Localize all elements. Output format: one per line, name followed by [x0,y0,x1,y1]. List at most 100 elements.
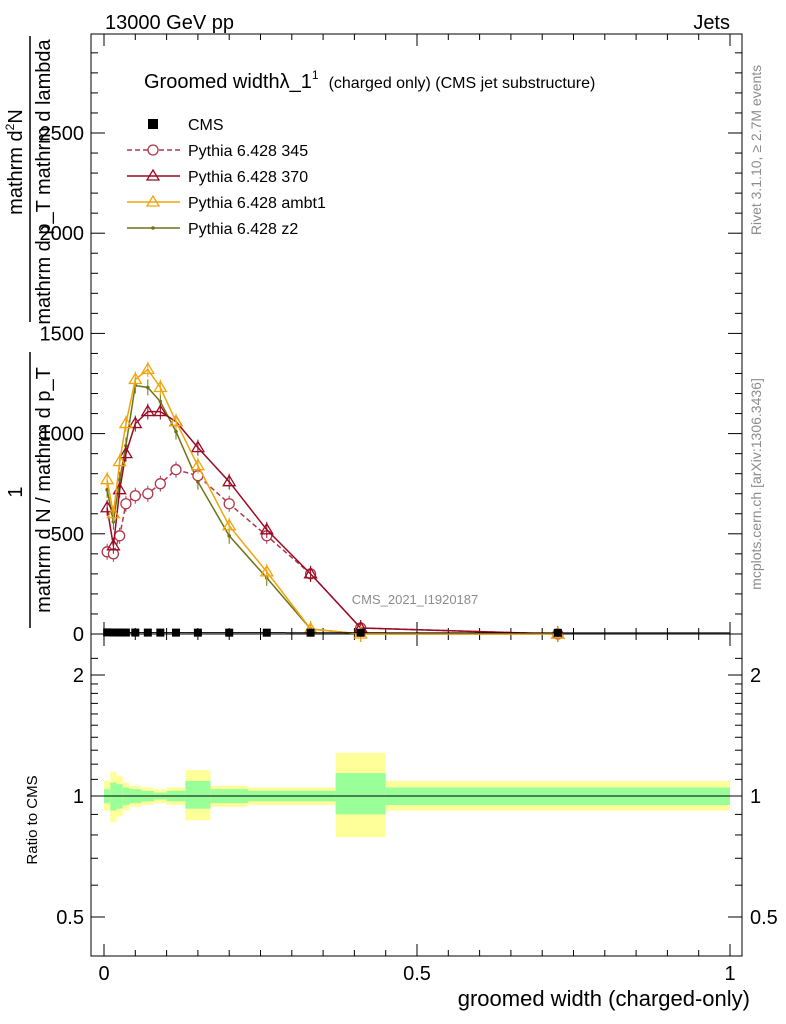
series-point [99,472,115,485]
x-tick-label: 1 [724,963,735,985]
x-axis-label: groomed width (charged-only) [458,986,750,1011]
series-point [222,518,237,531]
watermark: CMS_2021_I1920187 [352,592,479,607]
cms-point [225,628,234,637]
y-tick-label-ratio-right: 2 [750,665,761,687]
legend-label: CMS [188,117,224,134]
ylabel-frac1-rest: N [5,109,27,123]
series-point [170,464,182,476]
series-triangle-2 [99,361,565,642]
y-tick-label-main: 1000 [40,424,85,446]
legend-marker [148,119,158,129]
x-tick-label: 0 [98,963,109,985]
series-point [128,372,143,385]
y-tick-label-ratio: 2 [73,665,84,687]
legend-marker [145,168,161,181]
series-point [190,458,206,471]
cms-point [306,628,315,637]
ratio-bands [104,752,730,838]
series-point [111,519,116,524]
cms-data-layer [103,628,730,637]
series-point [99,500,115,513]
y-tick-label-ratio: 1 [73,786,84,808]
series-point [227,534,231,538]
legend-label: Pythia 6.428 ambt1 [188,195,326,212]
series-point [128,416,143,429]
series-point [112,454,127,467]
series-point [174,429,178,434]
series-point [142,488,154,500]
cms-point [193,628,202,637]
x-tick-label: 0.5 [403,963,431,985]
ylabel-frac1-sup: 2 [3,123,17,130]
legend-marker [151,226,155,230]
series-point [154,478,166,490]
cms-point [131,628,140,637]
y-tick-label-ratio-right: 0.5 [750,907,778,929]
series-point [153,380,168,393]
legend-entry: Pythia 6.428 370 [127,168,308,186]
y-tick-label-ratio-right: 1 [750,786,761,808]
series-point [140,362,155,375]
side-label-rivet: Rivet 3.1.10, ≥ 2.7M events [748,65,764,235]
series-line [106,468,558,635]
y-axis-label-ratio: Ratio to CMS [24,775,41,864]
series-point [120,498,132,510]
legend-entry: CMS [148,117,224,134]
series-line [106,410,558,635]
series-point [222,474,237,487]
legend-entry: Pythia 6.428 345 [127,143,308,160]
series-point [259,564,274,577]
ylabel-frac1-den: mathrm d p_T mathrm d lambda [33,38,55,324]
series-point [223,498,235,510]
series-layer [99,361,565,642]
cms-point [103,628,112,637]
series-point [129,490,141,502]
cms-point [121,628,130,637]
ratio-band-inner [185,780,211,809]
ylabel-frac1-num: mathrm d2N [3,109,27,215]
series-point [259,522,274,535]
ylabel-frac2-num: 1 [5,486,27,497]
header-right: Jets [693,12,730,34]
legend-label: Pythia 6.428 370 [188,169,308,186]
series-point [106,506,121,519]
y-tick-label-main: 2000 [40,223,85,245]
cms-point [156,628,165,637]
legend-label: Pythia 6.428 345 [188,143,308,160]
cms-point [262,628,271,637]
series-point [146,385,150,390]
cms-point [109,628,118,637]
series-circle-0 [101,461,564,642]
series-point [124,443,128,448]
y-tick-label-main: 0 [73,624,84,646]
cms-point [356,628,365,637]
series-point [106,538,121,551]
legend-label: Pythia 6.428 z2 [188,221,298,238]
cms-point [553,628,562,637]
legend-marker [147,144,159,156]
y-axis-label-main: 1 mathrm d N / mathrm d p_T mathrm d2N m… [3,36,55,628]
ratio-band-inner [335,773,386,815]
plot-title-sup: 1 [312,68,319,82]
plot-title-sub: (charged only) (CMS jet substructure) [329,75,596,92]
y-tick-label-main: 500 [51,524,84,546]
legend-entry: Pythia 6.428 ambt1 [127,194,326,212]
series-point [114,530,126,542]
cms-point [171,628,180,637]
ylabel-frac2-den: mathrm d N / mathrm d p_T [33,367,55,613]
legend: CMS Pythia 6.428 345 Pythia 6.428 370 Pythi… [127,117,326,238]
series-point [190,440,206,453]
ratio-band-inner [110,782,117,811]
series-point [118,416,134,429]
y-tick-label-ratio: 0.5 [56,907,84,929]
series-point [118,446,134,459]
ylabel-frac1-num-a: mathrm d [5,130,27,214]
cms-point [143,628,152,637]
series-point [303,566,318,579]
plot-title: Groomed widthλ_11 (charged only) (CMS jet… [144,68,595,93]
legend-entry: Pythia 6.428 z2 [127,221,298,238]
cms-point [115,628,124,637]
series-line [106,368,558,635]
